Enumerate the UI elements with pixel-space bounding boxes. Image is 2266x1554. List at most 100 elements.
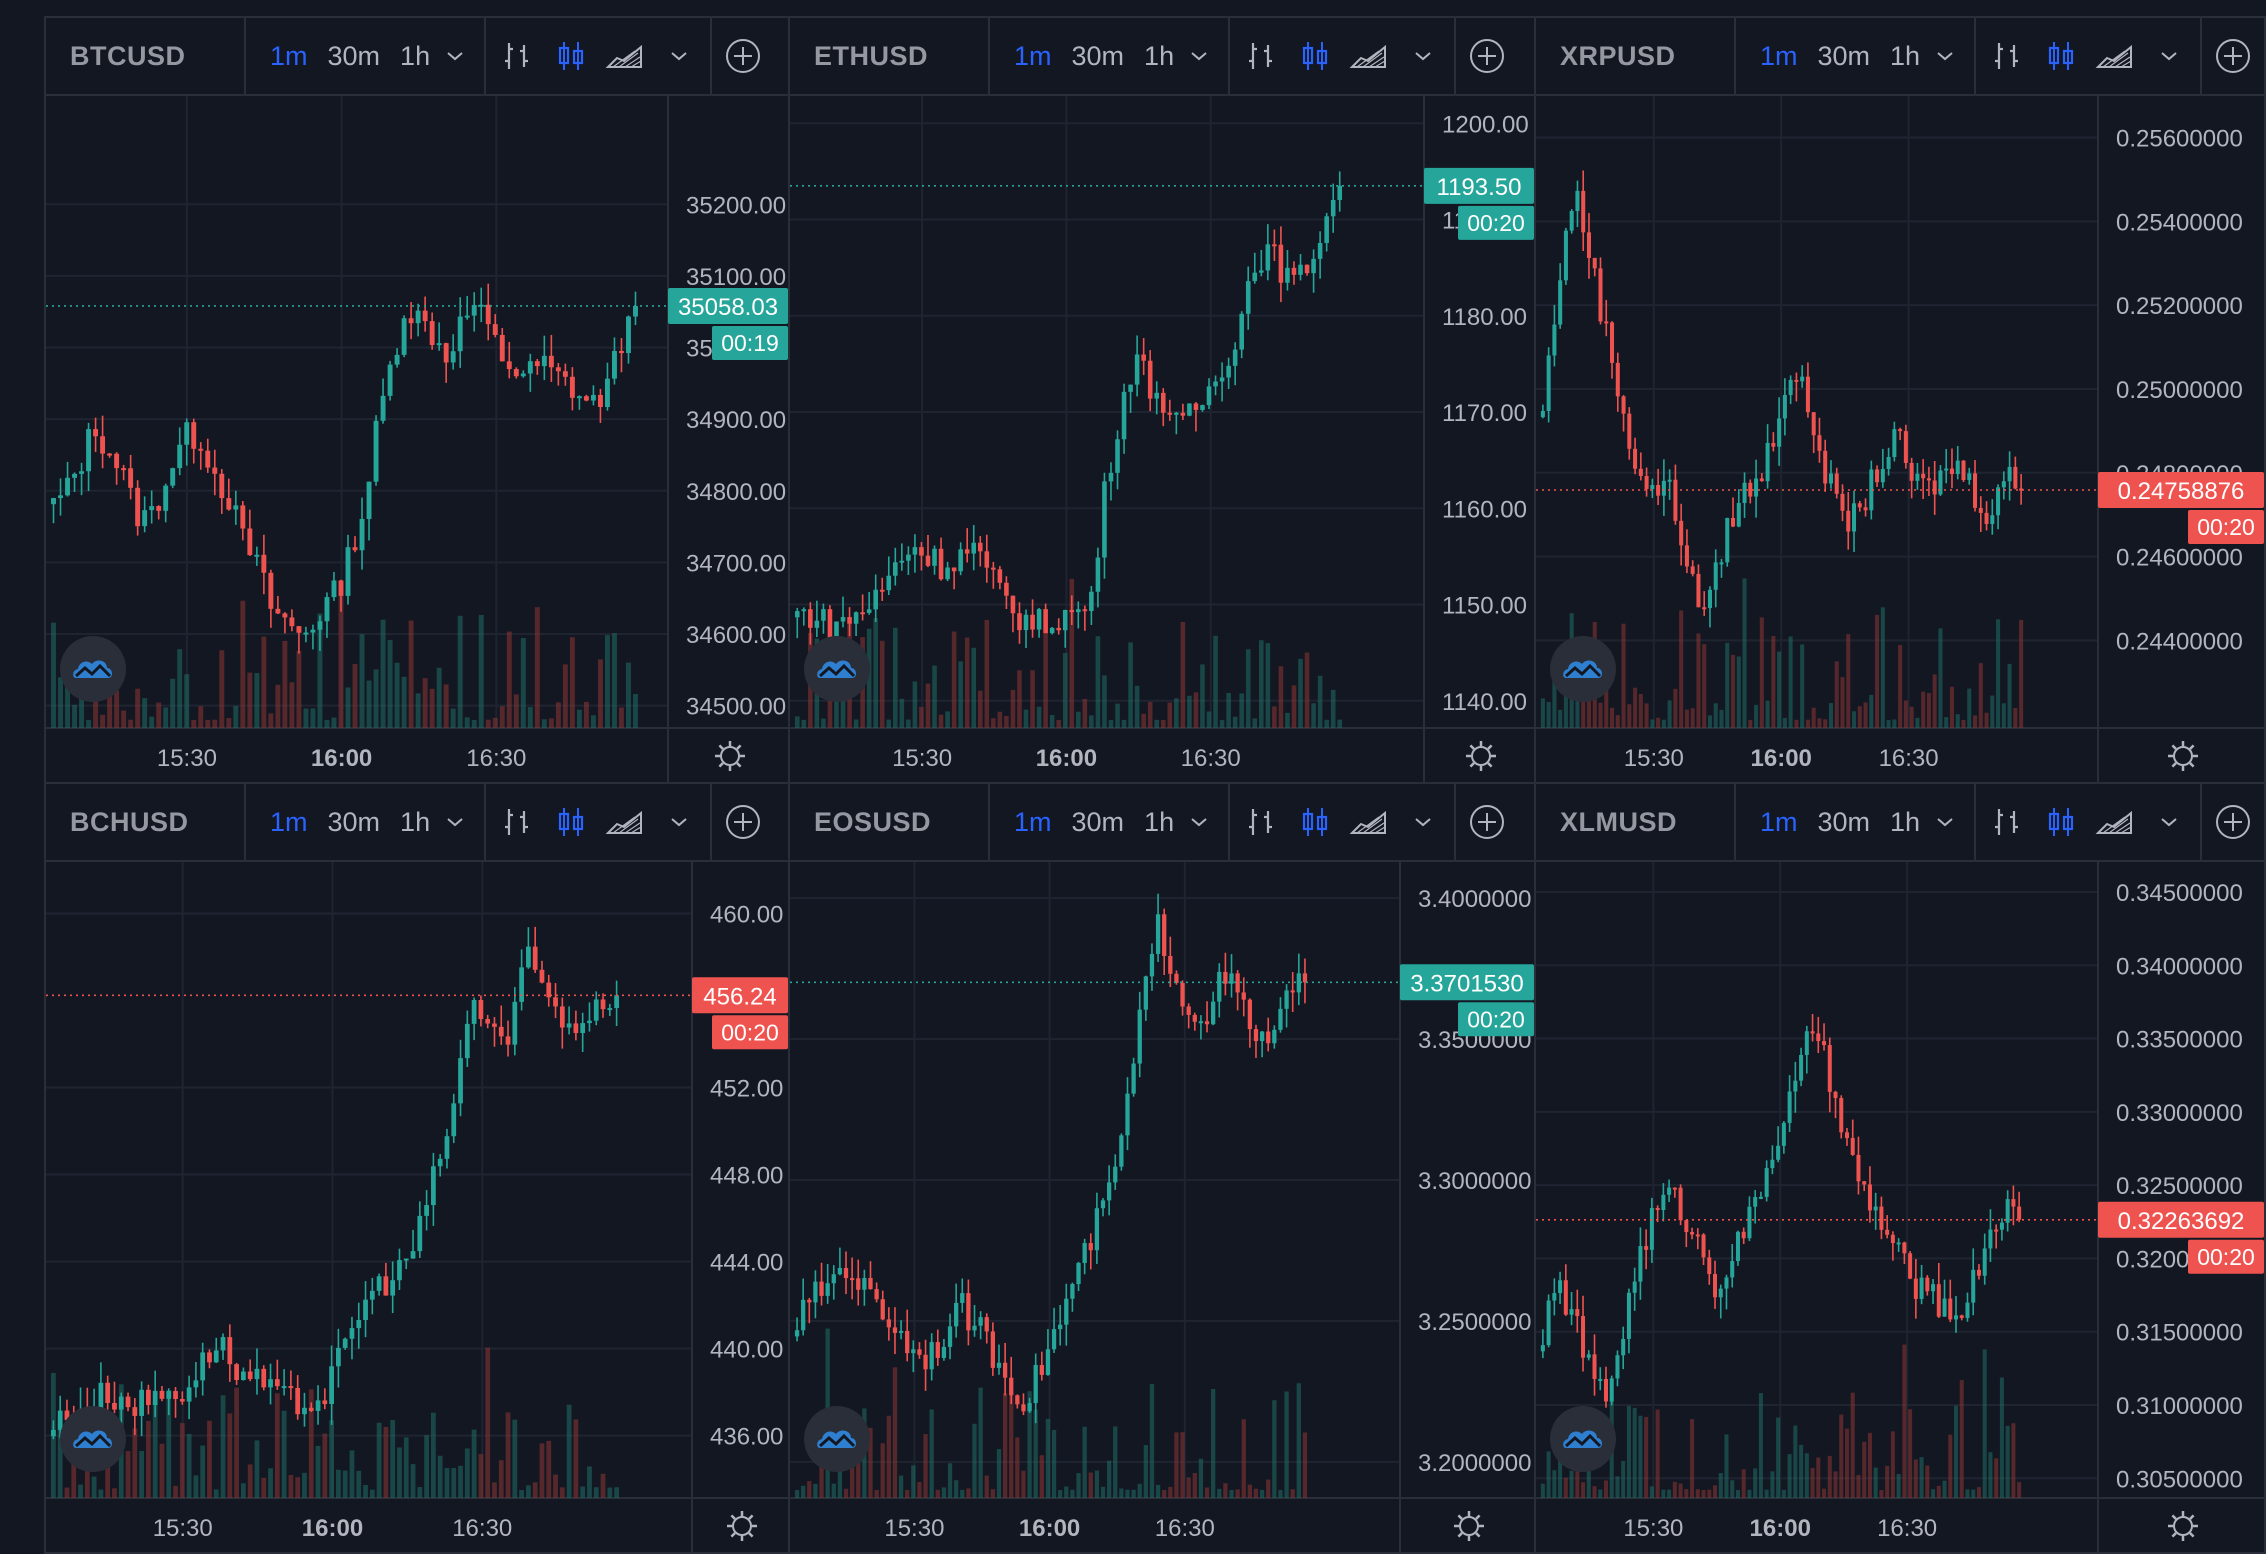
candle-body: [226, 498, 232, 510]
gear-icon[interactable]: [1454, 1511, 1484, 1541]
interval-1m[interactable]: 1m: [1014, 40, 1052, 71]
interval-1h[interactable]: 1h: [1889, 40, 1921, 71]
cloud-logo-icon[interactable]: [804, 1406, 870, 1472]
chevron-down-icon[interactable]: [1930, 41, 1960, 71]
interval-1m[interactable]: 1m: [1014, 806, 1052, 837]
gear-icon[interactable]: [1466, 741, 1496, 771]
bars-icon[interactable]: [496, 35, 538, 77]
symbol-label[interactable]: BTCUSD: [46, 18, 246, 94]
chevron-down-icon[interactable]: [440, 807, 470, 837]
candles-icon[interactable]: [1294, 35, 1336, 77]
add-indicator-icon[interactable]: [1456, 784, 1518, 860]
interval-1h[interactable]: 1h: [1144, 806, 1175, 837]
interval-1m[interactable]: 1m: [1759, 806, 1798, 837]
candle-body: [336, 1347, 341, 1367]
area-chart-icon[interactable]: [2094, 35, 2136, 77]
cloud-logo-icon[interactable]: [60, 636, 126, 702]
symbol-label[interactable]: EOSUSD: [790, 784, 990, 860]
interval-30m[interactable]: 30m: [327, 806, 381, 837]
gear-icon[interactable]: [2168, 741, 2198, 771]
chevron-down-icon[interactable]: [1402, 35, 1444, 77]
price-chart[interactable]: 3.40000003.35000003.30000003.25000003.20…: [790, 862, 1534, 1552]
candles-icon[interactable]: [550, 35, 592, 77]
chevron-down-icon[interactable]: [2148, 35, 2190, 77]
cloud-logo-icon[interactable]: [1550, 1406, 1616, 1472]
volume-bar: [569, 637, 575, 728]
interval-30m[interactable]: 30m: [1071, 40, 1125, 71]
candles-icon[interactable]: [550, 801, 592, 843]
chevron-down-icon[interactable]: [440, 41, 470, 71]
price-chart[interactable]: 0.34500000 0.34000000 0.33500000 0.33000000…: [1536, 862, 2264, 1552]
interval-30m[interactable]: 30m: [327, 40, 381, 71]
volume-bar: [1217, 1488, 1222, 1498]
add-indicator-icon[interactable]: [2202, 784, 2264, 860]
candles-icon[interactable]: [2040, 35, 2082, 77]
volume-bar: [1967, 688, 1972, 728]
area-chart-icon[interactable]: [1348, 35, 1390, 77]
price-chart[interactable]: 0.25600000 0.25400000 0.25200000 0.25000000…: [1536, 96, 2264, 782]
candle-body: [506, 361, 512, 370]
interval-1h[interactable]: 1h: [1144, 40, 1175, 71]
interval-30m[interactable]: 30m: [1071, 806, 1125, 837]
candle-body: [191, 422, 197, 449]
gear-icon[interactable]: [715, 741, 745, 771]
candles-icon[interactable]: [1294, 801, 1336, 843]
symbol-label[interactable]: XLMUSD: [1536, 784, 1736, 860]
volume-bar: [1793, 1425, 1798, 1498]
chart-panel-bchusd[interactable]: BCHUSD 1m 30m 1h 460.00 452.00 448.00 444.00 440…: [44, 782, 790, 1554]
add-indicator-icon[interactable]: [1456, 18, 1518, 94]
interval-30m[interactable]: 30m: [1817, 806, 1870, 837]
area-chart-icon[interactable]: [2094, 801, 2136, 843]
chevron-down-icon[interactable]: [1184, 807, 1214, 837]
chart-panel-xlmusd[interactable]: XLMUSD 1m 30m 1h 0.34500000 0.34000000 0.33500…: [1534, 782, 2266, 1554]
bars-icon[interactable]: [1240, 35, 1282, 77]
volume-bar: [107, 689, 113, 728]
add-indicator-icon[interactable]: [2202, 18, 2264, 94]
chevron-down-icon[interactable]: [1184, 41, 1214, 71]
last-price-tag: [2098, 1201, 2264, 1238]
volume-bar: [1875, 614, 1880, 728]
add-indicator-icon[interactable]: [712, 18, 774, 94]
price-chart[interactable]: 35200.0035100.0035000.0034900.0034800.00…: [46, 96, 788, 782]
candles-icon[interactable]: [2040, 801, 2082, 843]
chart-panel-xrpusd[interactable]: XRPUSD 1m 30m 1h 0.25600000 0.25400000 0.25200…: [1534, 16, 2266, 784]
price-chart[interactable]: 460.00 452.00 448.00 444.00 440.00 436.00 456.…: [46, 862, 788, 1552]
chevron-down-icon[interactable]: [658, 35, 700, 77]
symbol-label[interactable]: XRPUSD: [1536, 18, 1736, 94]
chart-panel-eosusd[interactable]: EOSUSD 1m 30m 1h 3.4000000 3.3500000 3.3000000…: [788, 782, 1536, 1554]
interval-1m[interactable]: 1m: [270, 806, 308, 837]
interval-1h[interactable]: 1h: [400, 806, 431, 837]
interval-1m[interactable]: 1m: [1759, 40, 1798, 71]
area-chart-icon[interactable]: [1348, 801, 1390, 843]
cloud-logo-icon[interactable]: [1550, 636, 1616, 702]
cloud-logo-icon[interactable]: [804, 636, 870, 702]
symbol-label[interactable]: BCHUSD: [46, 784, 246, 860]
bars-icon[interactable]: [1986, 35, 2028, 77]
bars-icon[interactable]: [496, 801, 538, 843]
chevron-down-icon[interactable]: [1402, 801, 1444, 843]
time-axis-label: 16:30: [1879, 745, 1939, 772]
interval-1h[interactable]: 1h: [400, 40, 431, 71]
chart-panel-ethusd[interactable]: ETHUSD 1m 30m 1h 1200.001190.001180.001170.0…: [788, 16, 1536, 784]
chevron-down-icon[interactable]: [2148, 801, 2190, 843]
add-indicator-icon[interactable]: [712, 784, 774, 860]
chart-panel-btcusd[interactable]: BTCUSD 1m 30m 1h 35200.0035100.0035000.00349…: [44, 16, 790, 784]
symbol-label[interactable]: ETHUSD: [790, 18, 990, 94]
bars-icon[interactable]: [1986, 801, 2028, 843]
volume-bar: [322, 1433, 328, 1498]
cloud-logo-icon[interactable]: [60, 1406, 126, 1472]
volume-bar: [893, 627, 898, 728]
bars-icon[interactable]: [1240, 801, 1282, 843]
price-chart[interactable]: 1200.001190.001180.001170.001160.001150.…: [790, 96, 1534, 782]
interval-1m[interactable]: 1m: [270, 40, 308, 71]
candle-body: [390, 1280, 396, 1296]
gear-icon[interactable]: [2168, 1511, 2198, 1541]
interval-30m[interactable]: 30m: [1817, 40, 1870, 71]
chevron-down-icon[interactable]: [658, 801, 700, 843]
area-chart-icon[interactable]: [604, 35, 646, 77]
price-axis-label: 3.4000000: [1418, 886, 1531, 913]
chevron-down-icon[interactable]: [1930, 807, 1960, 837]
gear-icon[interactable]: [727, 1511, 757, 1541]
interval-1h[interactable]: 1h: [1889, 806, 1921, 837]
area-chart-icon[interactable]: [604, 801, 646, 843]
